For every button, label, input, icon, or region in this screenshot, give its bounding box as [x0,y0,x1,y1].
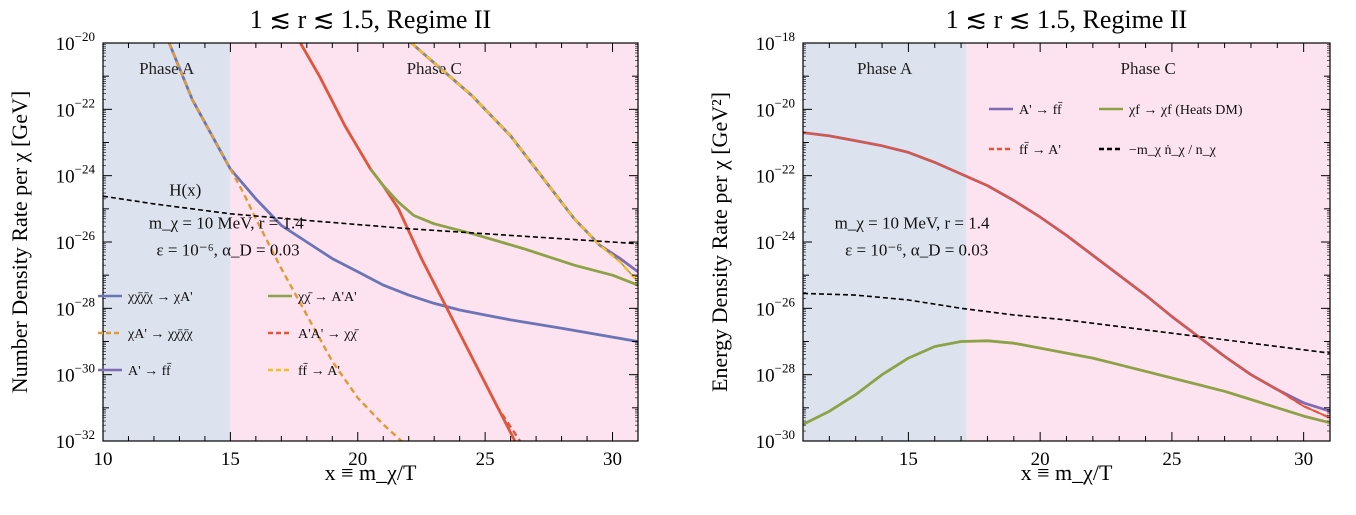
y-tick-label: 10−22 [56,95,95,121]
x-tick-label: 20 [1031,449,1050,470]
series-line [397,208,522,441]
y-tick-label: 10−22 [756,162,795,188]
x-tick-label: 25 [1162,449,1181,470]
region-phase-a [103,43,231,441]
series-line [369,168,638,287]
region-label: Phase A [857,59,913,78]
x-tick-label: 15 [899,449,918,470]
y-tick-label: 10−20 [756,95,795,121]
region-label: Phase A [139,59,195,78]
region-label: Phase C [1121,59,1176,78]
series-group [803,131,1330,426]
legend-entry: χχ̄χ̄χ → χA' [127,290,193,305]
y-tick-label: 10−28 [56,294,95,320]
y-tick-label: 10−32 [56,427,95,453]
series-line [803,292,1330,354]
x-tick-label: 15 [221,449,240,470]
x-tick-label: 10 [94,449,113,470]
legend-entry: χA' → χχ̄χ̄χ [127,327,193,342]
x-tick-label: 30 [603,449,622,470]
y-tick-label: 10−26 [756,294,796,320]
legend-entry: ff̄ → A' [298,363,340,379]
x-tick-label: 25 [476,449,495,470]
legend-entry: A' → ff̄ [1019,102,1063,118]
chart-title: 1 ≲ r ≲ 1.5, Regime II [946,5,1187,34]
x-tick-label: 20 [348,449,367,470]
legend-entry: −m_χ ṅ_χ / n_χ [1129,143,1217,158]
series-line [410,43,638,283]
annotation: ε = 10⁻⁶, α_D = 0.03 [157,240,300,259]
y-axis-label: Number Density Rate per χ [GeV] [7,91,32,393]
annotation: ε = 10⁻⁶, α_D = 0.03 [845,240,988,259]
series-line [168,43,404,441]
legend-entry: A'A' → χχ̄ [298,327,360,342]
x-axis-label: x ≡ m_χ/T [1021,460,1113,485]
series-line [803,131,1330,419]
annotation: m_χ = 10 MeV, r = 1.4 [149,214,304,233]
right-plot: Phase A Phase C 15 20 25 30 10−30 10−28 10−26 10−… [707,5,1331,485]
series-line [103,195,638,245]
x-tick-label: 30 [1294,449,1313,470]
legend: χχ̄χ̄χ → χA' χχ̄ → A'A' χA' → χχ̄χ̄χ A'A' →… [98,290,360,379]
series-group [103,43,638,441]
y-tick-label: 10−28 [756,361,795,387]
series-line [803,339,1330,426]
y-tick-label: 10−30 [756,427,795,453]
region-phase-a [803,43,967,441]
legend-entry: ff̄ → A' [1019,142,1061,158]
y-tick-label: 10−30 [56,361,95,387]
region-phase-c [230,43,638,441]
legend-entry: χf → χf (Heats DM) [1128,103,1243,118]
x-axis-label: x ≡ m_χ/T [325,460,417,485]
left-plot: Phase A Phase C10 15 20 25 3010−3210−3010−281… [7,5,639,485]
legend: A' → ff̄ χf → χf (Heats DM) ff̄ → A' −m_χ ṅ… [989,102,1243,158]
annotation: m_χ = 10 MeV, r = 1.4 [835,214,990,233]
y-axis-label: Energy Density Rate per χ [GeV²] [707,92,732,392]
annotation: H(x) [169,181,201,200]
region-phase-c [966,43,1330,441]
y-tick-label: 10−24 [756,228,796,254]
legend-entry: A' → ff̄ [128,363,172,379]
y-tick-label: 10−24 [56,162,96,188]
legend-entry: χχ̄ → A'A' [297,290,357,305]
y-tick-label: 10−26 [56,228,96,254]
chart-title: 1 ≲ r ≲ 1.5, Regime II [250,5,491,34]
y-tick-label: 10−20 [56,29,95,55]
y-tick-label: 10−18 [756,29,795,55]
